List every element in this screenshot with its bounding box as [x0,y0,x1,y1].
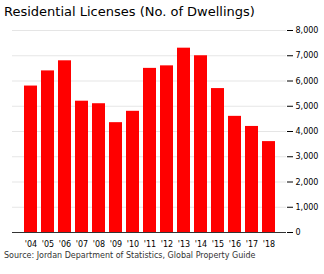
svg-text:5,000: 5,000 [296,102,319,111]
svg-text:'12: '12 [161,240,173,249]
svg-text:4,000: 4,000 [296,127,319,136]
svg-text:'11: '11 [144,240,156,249]
svg-text:'17: '17 [246,240,258,249]
svg-text:'15: '15 [212,240,224,249]
svg-text:'18: '18 [263,240,275,249]
svg-text:8,000: 8,000 [296,26,319,35]
svg-text:6,000: 6,000 [296,77,319,86]
html-text:Source: Jordan Department of S: Source: Jordan Department of Statistics,… [4,251,256,260]
svg-text:'08: '08 [93,240,105,249]
svg-text:'05: '05 [42,240,54,249]
html-text:Residential Licenses (No. of D: Residential Licenses (No. of Dwellings) [4,4,255,19]
svg-text:'07: '07 [76,240,88,249]
svg-text:0: 0 [296,228,301,237]
svg-text:2,000: 2,000 [296,178,319,187]
svg-text:'06: '06 [59,240,71,249]
svg-text:7,000: 7,000 [296,51,319,60]
svg-text:'14: '14 [195,240,207,249]
svg-text:'09: '09 [110,240,122,249]
svg-text:3,000: 3,000 [296,152,319,161]
svg-text:'16: '16 [229,240,241,249]
svg-text:'10: '10 [127,240,139,249]
svg-text:'13: '13 [178,240,190,249]
svg-text:'04: '04 [25,240,37,249]
svg-text:1,000: 1,000 [296,203,319,212]
